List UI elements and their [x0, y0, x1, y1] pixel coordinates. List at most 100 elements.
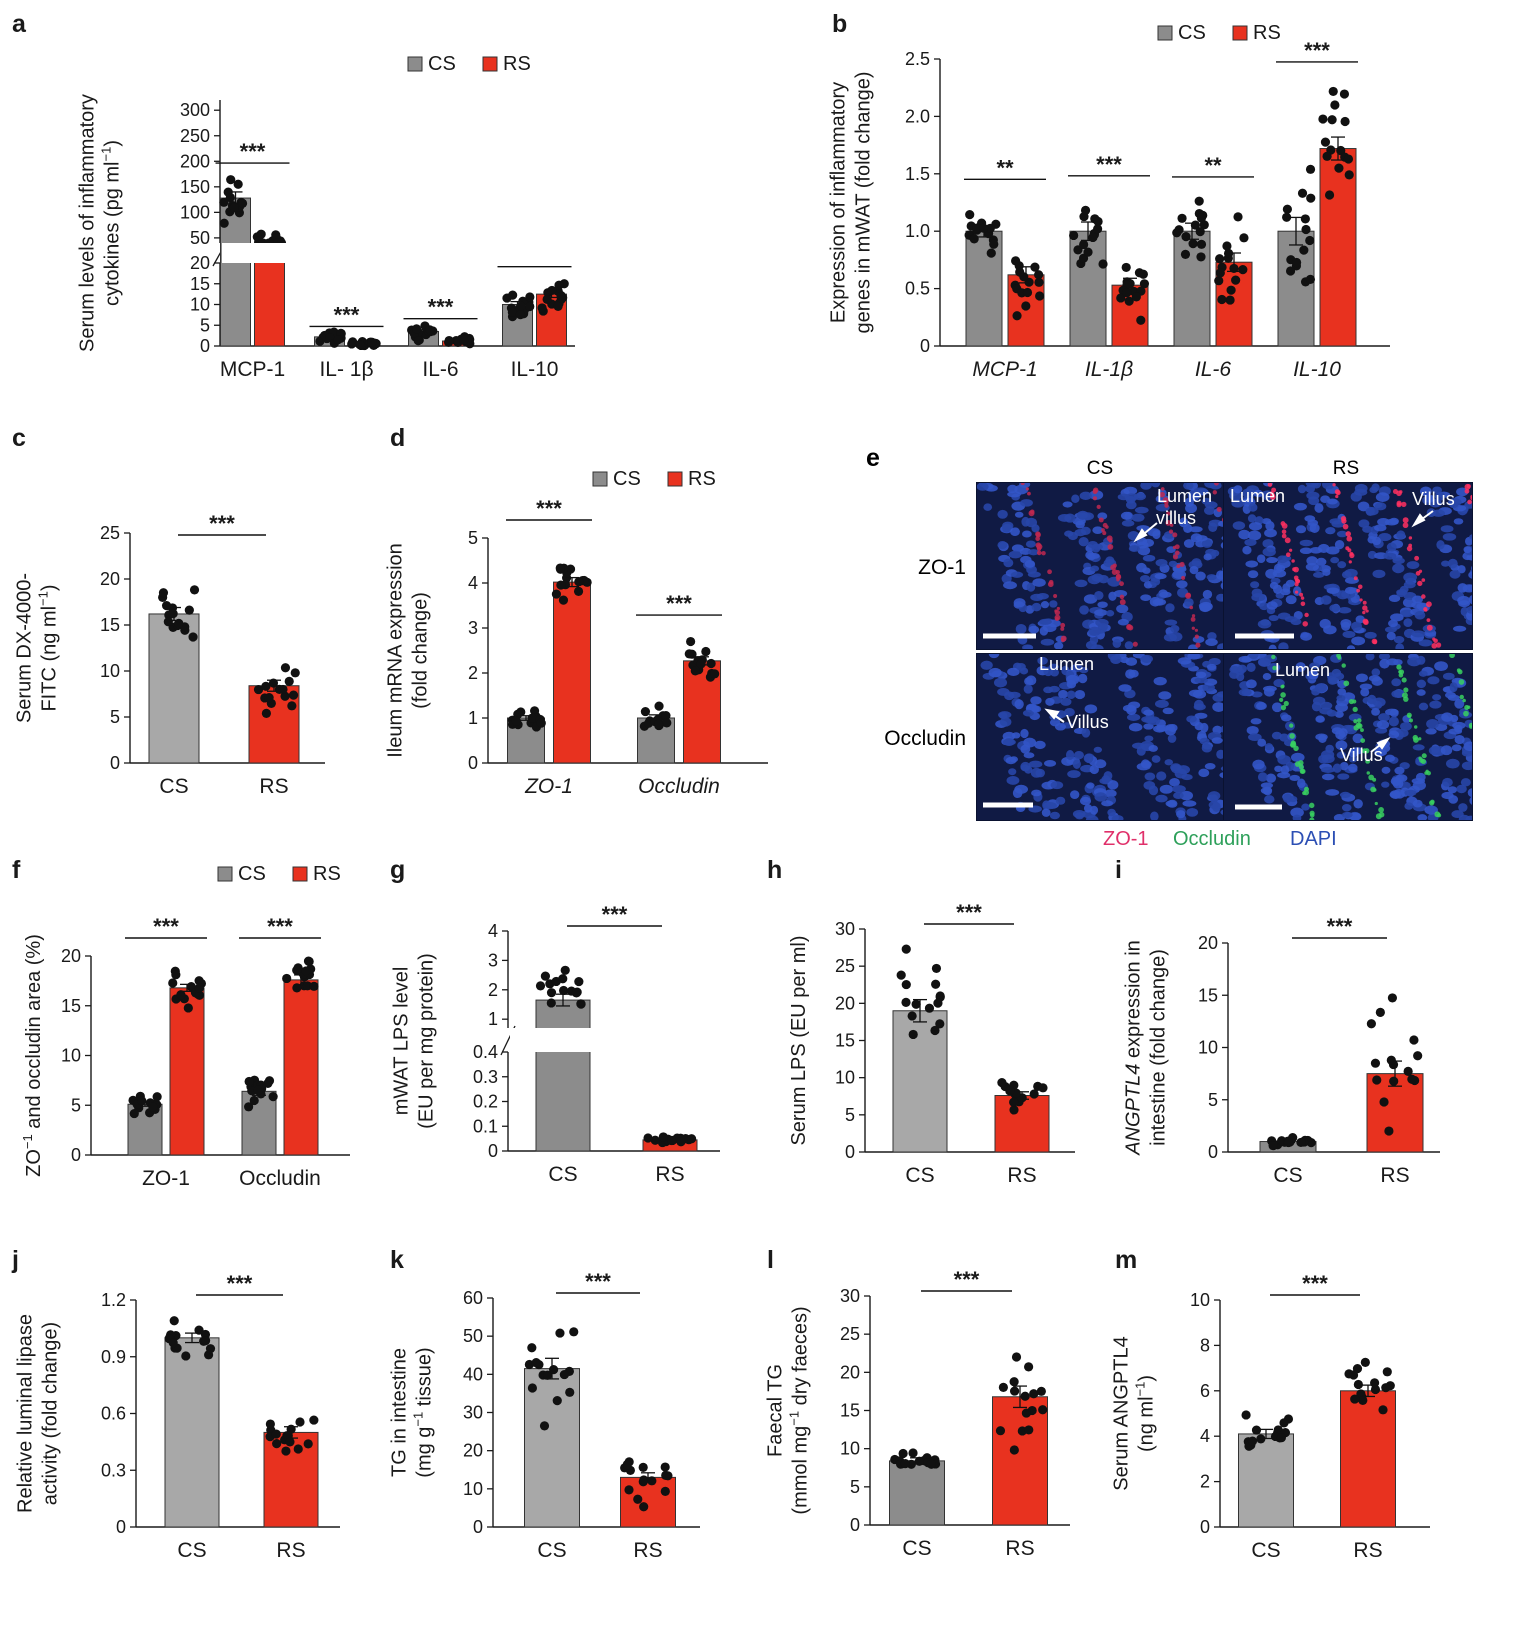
- nucleus: [1140, 483, 1152, 490]
- nucleus: [1210, 794, 1219, 804]
- data-point: [168, 978, 178, 988]
- nucleus: [1144, 772, 1156, 781]
- bar-CS-Occludin: [241, 1090, 277, 1156]
- stain-signal: [1092, 496, 1098, 501]
- data-point: [571, 988, 582, 998]
- nucleus: [1448, 498, 1459, 509]
- y-tick-label: 2: [468, 663, 478, 683]
- stain-signal: [1504, 630, 1509, 635]
- y-label-part: Serum LPS (EU per ml): [788, 935, 810, 1145]
- data-point: [931, 963, 942, 974]
- nucleus: [1216, 749, 1223, 759]
- nucleus: [1266, 556, 1278, 564]
- nucleus: [1335, 703, 1348, 712]
- nucleus: [1049, 811, 1060, 820]
- nucleus: [1481, 790, 1492, 799]
- legend-swatch-cs: [592, 471, 608, 487]
- stain-signal: [1429, 800, 1435, 806]
- data-point: [1080, 205, 1091, 215]
- data-point: [1358, 1395, 1368, 1405]
- nucleus: [1217, 643, 1223, 649]
- nucleus: [1315, 715, 1325, 723]
- y-tick-label: 2.0: [905, 106, 930, 126]
- data-point: [1387, 993, 1398, 1003]
- stain-signal: [1486, 566, 1491, 571]
- data-point: [511, 716, 521, 726]
- y-axis-label-j: activity (fold change): [40, 1322, 62, 1505]
- y-tick-label: 10: [463, 1479, 483, 1499]
- stain-signal: [1500, 621, 1506, 627]
- x-tick-label: CS: [159, 775, 188, 798]
- data-point: [1131, 292, 1141, 302]
- data-point: [1005, 1086, 1015, 1096]
- nucleus: [1211, 737, 1223, 744]
- data-point: [219, 197, 229, 207]
- data-point: [161, 601, 172, 611]
- data-point: [1340, 116, 1350, 127]
- nucleus: [1457, 595, 1471, 606]
- nucleus: [1489, 608, 1499, 618]
- data-point: [622, 1459, 632, 1470]
- nucleus: [1497, 635, 1506, 642]
- stain-signal: [1119, 599, 1126, 606]
- stain-signal: [1470, 495, 1472, 501]
- data-point: [261, 681, 271, 691]
- y-tick-label: 10: [61, 1046, 81, 1066]
- x-tick-label: ZO-1: [524, 775, 573, 798]
- nucleus: [1403, 572, 1418, 582]
- nucleus: [1374, 524, 1387, 532]
- data-point: [573, 586, 584, 596]
- nucleus: [1150, 811, 1159, 820]
- data-point: [1009, 1377, 1019, 1387]
- data-point: [184, 605, 194, 615]
- nucleus: [1307, 669, 1319, 680]
- stain-signal: [1478, 547, 1483, 552]
- nucleus: [1378, 713, 1390, 722]
- nucleus: [1075, 520, 1085, 529]
- stain-signal: [1471, 722, 1472, 726]
- stain-signal: [1294, 590, 1299, 594]
- stain-signal: [1025, 487, 1030, 491]
- data-point: [998, 1382, 1008, 1392]
- data-point: [1024, 1425, 1034, 1435]
- data-point: [1030, 262, 1040, 272]
- label-villus: Villus: [1066, 712, 1109, 732]
- nucleus: [1020, 499, 1033, 507]
- nucleus: [1187, 654, 1201, 660]
- nucleus: [1060, 697, 1072, 706]
- nucleus: [1107, 780, 1119, 790]
- data-point: [907, 1011, 917, 1021]
- y-tick-label: 0.4: [473, 1042, 498, 1062]
- nucleus: [1271, 702, 1283, 713]
- nucleus: [1247, 530, 1262, 541]
- nucleus: [1280, 765, 1290, 775]
- data-point: [249, 1095, 259, 1106]
- data-point: [1372, 1075, 1382, 1085]
- nucleus: [1381, 781, 1390, 788]
- y-tick-label: 100: [180, 202, 210, 222]
- data-point: [1306, 193, 1316, 203]
- legend-label-rs: RS: [688, 468, 716, 490]
- stain-signal: [1362, 610, 1366, 615]
- chart-panel-h: h Serum LPS (EU per ml) 0 5 10 15 20 25 30 CS RS **…: [767, 856, 1075, 1187]
- nucleus: [1432, 694, 1442, 701]
- nucleus: [1257, 772, 1268, 782]
- nucleus: [1322, 483, 1335, 490]
- nucleus: [1447, 694, 1460, 701]
- nucleus: [1185, 503, 1197, 514]
- panel-letter-k: k: [390, 1246, 404, 1274]
- data-point: [292, 965, 302, 975]
- nucleus: [1050, 668, 1059, 677]
- data-point: [200, 1336, 211, 1346]
- y-tick-label: 0: [200, 336, 210, 356]
- nucleus: [1315, 733, 1328, 741]
- stain-signal: [1378, 807, 1384, 813]
- significance-label: ***: [209, 511, 235, 536]
- nucleus: [1191, 558, 1202, 567]
- arrow-head: [1376, 736, 1391, 750]
- nucleus: [1140, 575, 1151, 583]
- nucleus: [1201, 497, 1212, 505]
- nucleus: [1080, 526, 1091, 535]
- nucleus: [1167, 724, 1178, 732]
- stain-signal: [1309, 802, 1315, 809]
